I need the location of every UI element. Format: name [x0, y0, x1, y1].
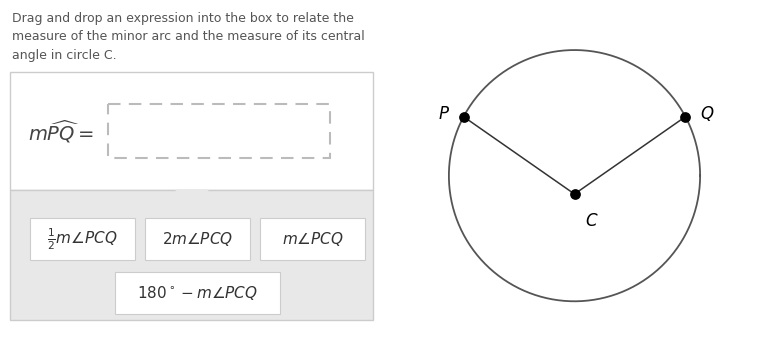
FancyBboxPatch shape [30, 218, 135, 260]
Text: Q: Q [701, 104, 714, 123]
Text: P: P [438, 104, 448, 123]
Point [568, 191, 581, 197]
FancyBboxPatch shape [145, 218, 250, 260]
FancyBboxPatch shape [108, 104, 330, 158]
Polygon shape [176, 190, 208, 210]
Point [457, 114, 470, 120]
FancyBboxPatch shape [260, 218, 365, 260]
Point [679, 114, 692, 120]
FancyBboxPatch shape [10, 190, 373, 320]
Text: C: C [585, 213, 597, 230]
Text: $\frac{1}{2}m\angle PCQ$: $\frac{1}{2}m\angle PCQ$ [47, 226, 118, 252]
Text: Drag and drop an expression into the box to relate the
measure of the minor arc : Drag and drop an expression into the box… [12, 12, 365, 62]
FancyBboxPatch shape [10, 72, 373, 190]
Text: $m\angle PCQ$: $m\angle PCQ$ [282, 230, 343, 248]
Text: $180^\circ - m\angle PCQ$: $180^\circ - m\angle PCQ$ [137, 284, 258, 302]
FancyBboxPatch shape [115, 272, 280, 314]
Text: $2m\angle PCQ$: $2m\angle PCQ$ [162, 230, 233, 248]
Text: $m\widehat{PQ}$$ = $: $m\widehat{PQ}$$ = $ [28, 119, 94, 145]
